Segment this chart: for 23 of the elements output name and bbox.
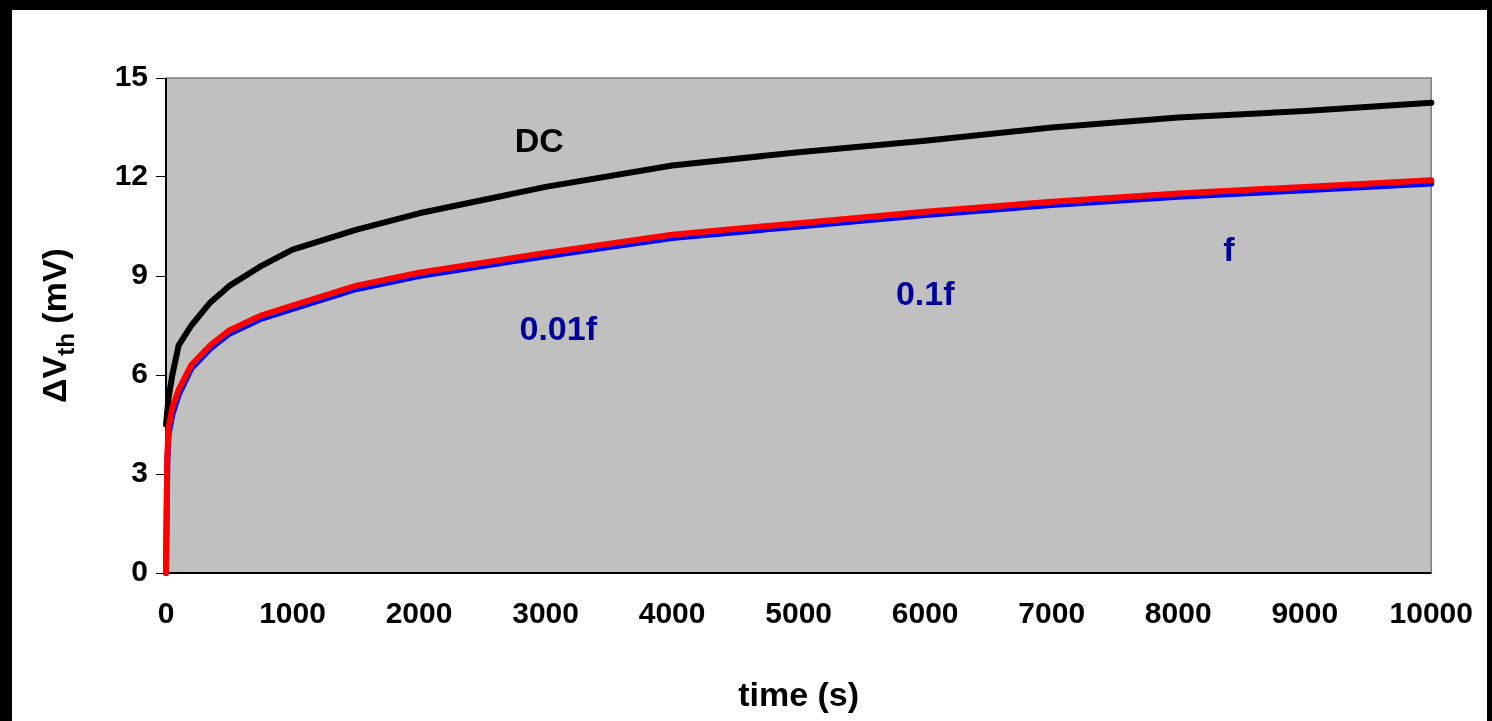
annotation: DC bbox=[514, 120, 564, 159]
x-tick-label: 3000 bbox=[512, 596, 579, 630]
y-tick-label: 6 bbox=[131, 356, 148, 390]
x-tick-label: 4000 bbox=[638, 596, 706, 630]
y-tick-label: 0 bbox=[131, 554, 148, 588]
y-tick-label: 9 bbox=[131, 257, 148, 291]
y-axis-title: ΔVth (mV) bbox=[35, 248, 79, 403]
x-tick-label: 10000 bbox=[1389, 596, 1474, 630]
x-tick-label: 5000 bbox=[765, 596, 833, 630]
x-tick-label: 0 bbox=[157, 596, 175, 630]
annotation: 0.01f bbox=[519, 308, 598, 347]
annotation: f bbox=[1223, 229, 1236, 268]
y-tick-label: 15 bbox=[114, 59, 148, 93]
x-tick-label: 8000 bbox=[1144, 596, 1212, 630]
x-tick-label: 6000 bbox=[891, 596, 959, 630]
x-tick-label: 9000 bbox=[1271, 596, 1339, 630]
x-tick-label: 2000 bbox=[385, 596, 453, 630]
annotation: 0.1f bbox=[895, 274, 956, 313]
y-tick-label: 3 bbox=[131, 455, 148, 489]
y-tick-label: 12 bbox=[114, 158, 148, 192]
x-axis-title: time (s) bbox=[738, 674, 860, 713]
x-tick-label: 7000 bbox=[1018, 596, 1086, 630]
x-tick-label: 1000 bbox=[259, 596, 326, 630]
